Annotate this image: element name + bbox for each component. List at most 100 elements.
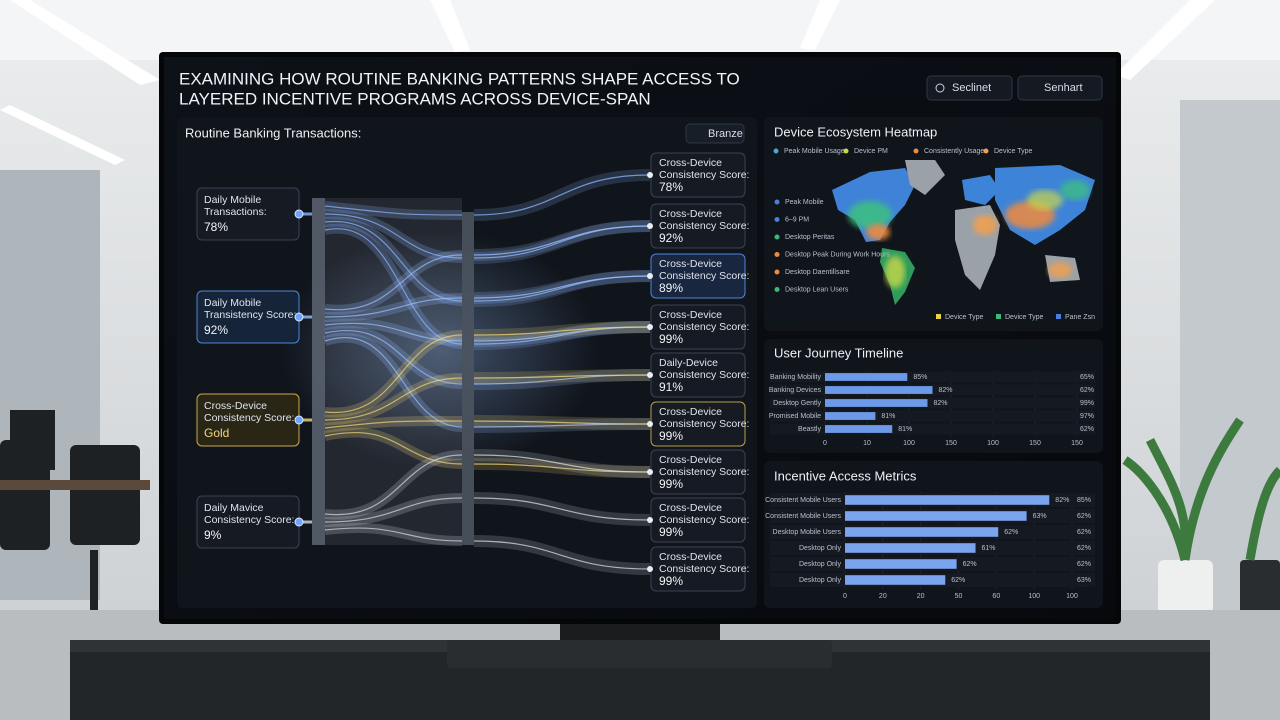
flow	[324, 330, 463, 385]
flow	[324, 431, 463, 465]
node-dot	[647, 273, 653, 279]
category-label: Desktop Only	[799, 577, 842, 584]
node-label: Consistency Score:	[659, 321, 749, 333]
world-map	[832, 160, 1095, 305]
x-tick-label: 60	[992, 593, 1000, 600]
right-label: 97%	[1080, 413, 1094, 420]
page-title: LAYERED INCENTIVE PROGRAMS ACROSS DEVICE…	[179, 89, 651, 108]
node-label: Cross-Device	[659, 309, 722, 321]
legend-label: Device Type	[994, 148, 1032, 155]
legend-label: Device PM	[854, 148, 888, 155]
node-dot	[647, 372, 653, 378]
legend-swatch	[996, 314, 1001, 319]
legend-label: Pane Zsn	[1065, 314, 1095, 321]
right-label: 65%	[1080, 374, 1094, 381]
right-label: 99%	[1080, 400, 1094, 407]
right-label: 62%	[1077, 513, 1091, 520]
dropdown-label[interactable]: Seclinet	[952, 82, 991, 94]
sankey-button[interactable]	[685, 123, 745, 144]
legend-swatch	[1056, 314, 1061, 319]
x-tick-label: 50	[955, 593, 963, 600]
node-label: Cross-Device	[204, 400, 267, 412]
search-icon	[935, 83, 945, 93]
x-tick-label: 150	[1029, 440, 1041, 447]
category-label: Banking Mobility	[770, 374, 821, 381]
row-band	[770, 371, 1095, 383]
x-tick-label: 0	[843, 593, 847, 600]
value-label: 81%	[881, 413, 895, 420]
right-label: 62%	[1077, 561, 1091, 568]
x-tick-label: 10	[863, 440, 871, 447]
flow	[473, 497, 651, 521]
flows	[298, 169, 651, 575]
window	[1180, 100, 1280, 620]
legend-label: Desktop Lean Users	[785, 286, 849, 293]
flow	[324, 205, 463, 216]
dropdown[interactable]	[926, 75, 1013, 101]
flow	[473, 275, 651, 299]
flow	[473, 540, 651, 570]
flow	[324, 334, 463, 414]
bar	[845, 559, 957, 569]
legend-swatch	[773, 148, 779, 154]
bar	[825, 373, 908, 381]
node-label: Cross-Device	[659, 551, 722, 563]
node-label: Consistency Score:	[659, 563, 749, 575]
legend-label: Device Type	[1005, 314, 1043, 321]
flow	[473, 420, 651, 425]
node-label: Daily-Device	[659, 357, 718, 369]
office-chairs	[0, 410, 140, 610]
node-label: Consistency Score:	[659, 418, 749, 430]
legend-label: Desktop Daentillsare	[785, 269, 850, 276]
category-label: Banking Devices	[769, 387, 822, 394]
flow	[324, 337, 463, 428]
node-value: 89%	[659, 281, 683, 295]
node-dot	[294, 415, 304, 425]
node-label: Consistency Score:	[659, 169, 749, 181]
flow	[324, 454, 463, 516]
legend-label: Device Type	[945, 314, 983, 321]
flow-glow	[280, 230, 600, 470]
panel-title: User Journey Timeline	[774, 345, 903, 360]
value-label: 82%	[1055, 497, 1069, 504]
node-value: 92%	[659, 231, 683, 245]
node-value: 9%	[204, 528, 222, 542]
node-label: Consistency Score:	[659, 466, 749, 478]
legend-label: Peak Mobile	[785, 199, 824, 206]
node-label: Daily Mobile	[204, 297, 261, 309]
button-label[interactable]: Branze	[708, 128, 743, 140]
category-label: Desktop Only	[799, 545, 842, 552]
flow	[473, 174, 651, 216]
flow	[324, 213, 463, 259]
value-label: 63%	[1033, 513, 1047, 520]
node-label: Daily Mobile	[204, 194, 261, 206]
dropdown[interactable]	[1017, 75, 1103, 101]
node-dot	[647, 324, 653, 330]
value-label: 62%	[963, 561, 977, 568]
node-label: Daily Mavice	[204, 502, 264, 514]
legend-label: Peak Mobile Usage	[784, 148, 845, 155]
right-label: 62%	[1077, 529, 1091, 536]
side-desk	[0, 480, 150, 490]
node-label: Transistency Score:	[204, 309, 296, 321]
node-value: 92%	[204, 323, 228, 337]
bar	[825, 412, 876, 420]
node-dot	[647, 566, 653, 572]
bar	[845, 511, 1027, 521]
flow	[324, 377, 463, 421]
category-label: Beastly	[798, 426, 821, 433]
dropdown-label[interactable]: Senhart	[1044, 82, 1083, 94]
row-band	[770, 397, 1095, 409]
node-value: 99%	[659, 429, 683, 443]
legend-swatch	[774, 217, 780, 222]
node-label: Consistency Score:	[204, 412, 294, 424]
right-label: 62%	[1080, 426, 1094, 433]
legend-label: Consistently Usage	[924, 148, 984, 155]
node-label: Cross-Device	[659, 157, 722, 169]
right-label: 85%	[1077, 497, 1091, 504]
flow	[324, 297, 463, 318]
value-label: 82%	[933, 400, 947, 407]
flow	[324, 221, 463, 302]
node-dot	[647, 172, 653, 178]
node-label: Cross-Device	[659, 258, 722, 270]
